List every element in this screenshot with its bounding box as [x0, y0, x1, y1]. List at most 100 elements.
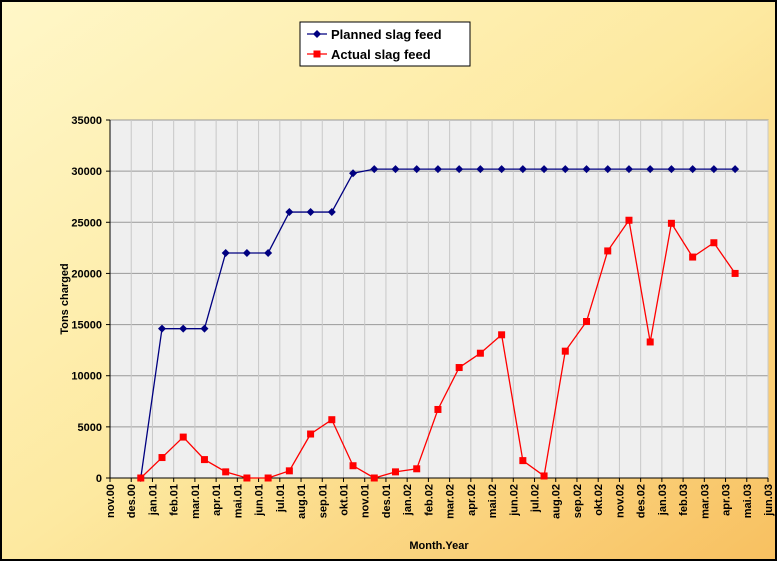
x-tick-label: sep.02 [572, 484, 584, 518]
point [582, 165, 591, 174]
point [391, 165, 400, 174]
point [710, 239, 718, 247]
x-tick-label: mai.01 [232, 484, 244, 518]
point [603, 165, 612, 174]
point [434, 405, 442, 413]
x-tick-label: aug.01 [296, 484, 308, 519]
point [667, 165, 676, 174]
point [264, 248, 273, 257]
x-tick-label: feb.02 [423, 484, 435, 516]
point [498, 331, 506, 339]
y-tick-label: 5000 [78, 422, 102, 434]
y-tick-label: 20000 [71, 268, 102, 280]
x-tick-label: jan.02 [402, 484, 414, 516]
x-tick-label: mai.02 [487, 484, 499, 518]
point [709, 165, 718, 174]
point [433, 165, 442, 174]
point [540, 165, 549, 174]
point [519, 457, 527, 465]
point [370, 165, 379, 174]
point [243, 474, 251, 482]
point [370, 474, 378, 482]
x-tick-label: mar.01 [190, 484, 202, 519]
x-tick-label: jul.01 [275, 484, 287, 513]
point [604, 247, 612, 255]
x-tick-label: jan.01 [147, 484, 159, 516]
point [455, 364, 463, 372]
point [285, 467, 293, 475]
x-tick-label: okt.01 [338, 484, 350, 516]
point [625, 216, 633, 224]
x-tick-label: nov.02 [614, 484, 626, 518]
point [646, 338, 654, 346]
point [476, 349, 484, 357]
y-tick-label: 0 [96, 473, 102, 485]
point [540, 472, 548, 480]
point [688, 165, 697, 174]
point [476, 165, 485, 174]
x-tick-label: apr.03 [721, 484, 733, 516]
point [497, 165, 506, 174]
y-tick-label: 15000 [71, 320, 102, 332]
point [624, 165, 633, 174]
x-tick-label: aug.02 [551, 484, 563, 519]
x-tick-label: mar.02 [445, 484, 457, 519]
y-axis-label: Tons charged [59, 263, 71, 334]
x-tick-label: jun.01 [254, 484, 266, 517]
point [222, 468, 230, 476]
x-tick-label: mar.03 [699, 484, 711, 519]
x-tick-label: feb.01 [169, 484, 181, 516]
point [731, 269, 739, 277]
point [307, 430, 315, 438]
point [583, 318, 591, 326]
x-tick-label: mai.03 [742, 484, 754, 518]
y-tick-label: 25000 [71, 217, 102, 229]
point [327, 208, 336, 217]
y-tick-label: 30000 [71, 166, 102, 178]
legend-label: Planned slag feed [331, 27, 442, 42]
x-tick-label: sep.01 [317, 484, 329, 518]
point [285, 208, 294, 217]
point [667, 219, 675, 227]
y-tick-label: 35000 [71, 115, 102, 127]
point [455, 165, 464, 174]
x-tick-label: des.01 [381, 484, 393, 518]
x-tick-label: nov.00 [105, 484, 117, 518]
legend-label: Actual slag feed [331, 47, 431, 62]
point [200, 456, 208, 464]
plot-area [109, 119, 769, 479]
point [646, 165, 655, 174]
x-tick-label: jun.02 [508, 484, 520, 517]
point [306, 208, 315, 217]
x-axis-label: Month.Year [409, 540, 469, 552]
point [221, 248, 230, 257]
point [689, 253, 697, 261]
point [561, 165, 570, 174]
point [264, 474, 272, 482]
point [349, 462, 357, 470]
x-tick-label: jun.03 [763, 484, 775, 517]
legend: Planned slag feed Actual slag feed [299, 21, 471, 67]
legend-marker [313, 50, 321, 58]
x-tick-label: feb.03 [678, 484, 690, 516]
point [158, 454, 166, 462]
x-tick-label: nov.01 [360, 484, 372, 518]
point [561, 347, 569, 355]
point [391, 468, 399, 476]
point [200, 324, 209, 333]
x-tick-label: jul.02 [530, 484, 542, 513]
x-tick-label: jan.03 [657, 484, 669, 516]
point [413, 465, 421, 473]
point [137, 474, 145, 482]
legend-marker [313, 30, 321, 38]
point [328, 416, 336, 424]
x-tick-label: apr.02 [466, 484, 478, 516]
y-tick-label: 10000 [71, 371, 102, 383]
point [349, 169, 358, 178]
point [242, 248, 251, 257]
x-tick-label: apr.01 [211, 484, 223, 516]
point [412, 165, 421, 174]
point [518, 165, 527, 174]
point [158, 324, 167, 333]
x-tick-label: des.00 [126, 484, 138, 518]
